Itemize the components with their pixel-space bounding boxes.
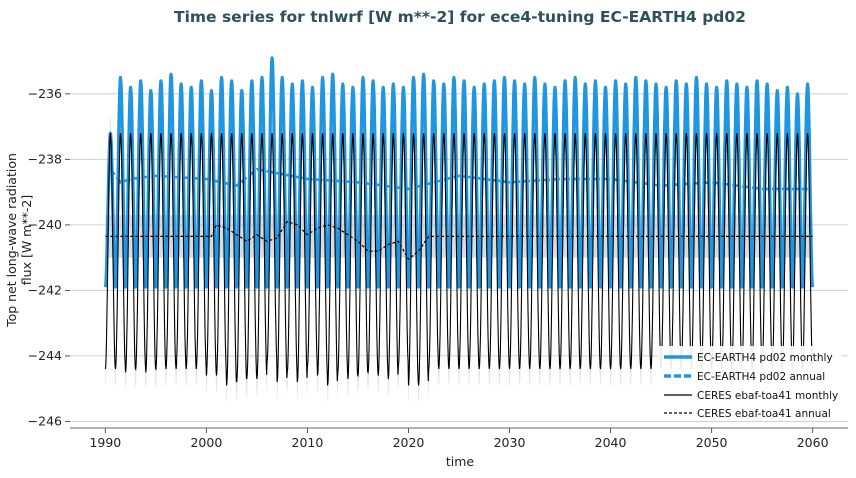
series-model-monthly [103,56,815,289]
x-tick-label: 2030 [494,435,526,450]
x-tick-label: 2040 [595,435,627,450]
y-axis-label-line-1: Top net long-wave radiation [4,153,19,328]
x-tick-label: 2000 [190,435,222,450]
y-tick-label: −244 [28,348,62,363]
series-obs-annual [105,220,813,261]
legend-label-obs-annual: CERES ebaf-toa41 annual [697,408,831,420]
x-tick-label: 2060 [797,435,829,450]
series-lines [103,56,815,386]
y-tick-label: −242 [28,282,62,297]
y-axis-label-line-2: flux [W m**-2] [19,195,34,285]
legend-label-model-monthly: EC-EARTH4 pd02 monthly [697,352,833,364]
x-axis-label: time [446,454,475,469]
y-tick-label: −246 [28,413,62,428]
x-tick-label: 2020 [393,435,425,450]
legend-label-obs-monthly: CERES ebaf-toa41 monthly [697,390,838,402]
x-tick-label: 1990 [89,435,121,450]
y-axis-ticks: −246 −244 −242 −240 −238 −236 [28,86,70,428]
x-tick-label: 2010 [292,435,324,450]
chart-title: Time series for tnlwrf [W m**-2] for ece… [174,8,746,26]
y-tick-label: −238 [28,151,62,166]
series-obs-monthly [104,133,814,386]
x-axis-ticks: 1990 2000 2010 2020 2030 2040 2050 2060 [89,428,829,450]
y-tick-label: −240 [28,217,62,232]
legend: EC-EARTH4 pd02 monthly EC-EARTH4 pd02 an… [658,346,841,420]
y-tick-label: −236 [28,86,62,101]
x-tick-label: 2050 [696,435,728,450]
legend-label-model-annual: EC-EARTH4 pd02 annual [697,371,825,383]
y-axis-label: Top net long-wave radiation flux [W m**-… [4,153,34,328]
